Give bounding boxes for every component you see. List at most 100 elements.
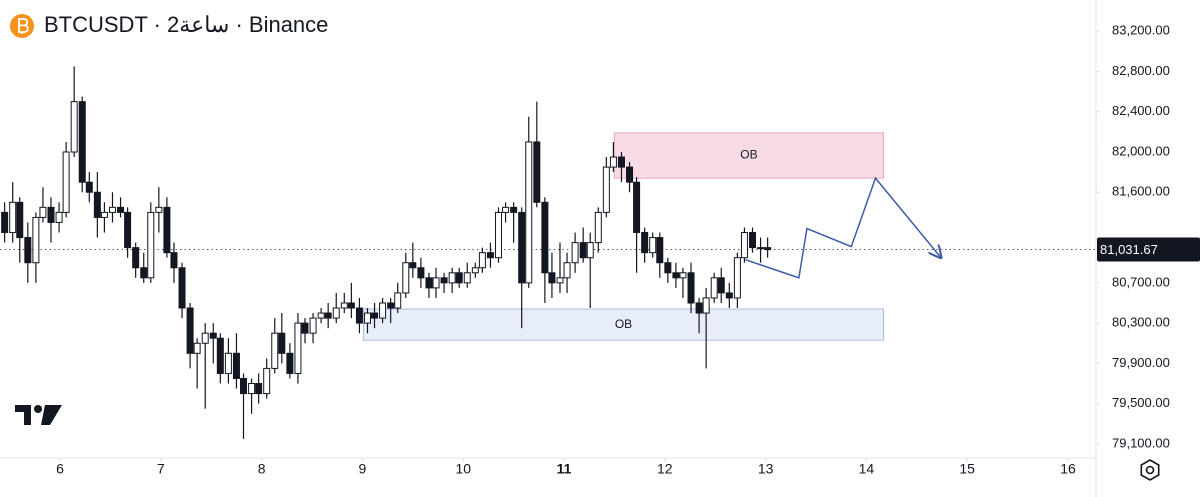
x-tick-label: 16	[1060, 461, 1076, 477]
candle-body	[301, 322, 309, 334]
candle-body	[39, 206, 47, 218]
y-tick-label: 80,700.00	[1112, 274, 1170, 289]
candle-body	[656, 237, 664, 264]
y-tick-label: 83,200.00	[1112, 23, 1170, 38]
candle-body	[278, 332, 286, 354]
candle-body	[402, 262, 410, 294]
candle-body	[409, 262, 417, 269]
candle-body	[155, 206, 163, 213]
candle-body	[147, 211, 155, 279]
candle-body	[510, 206, 518, 213]
x-tick-label: 13	[758, 461, 774, 477]
order-block	[362, 308, 885, 341]
candle-body	[425, 277, 433, 289]
symbol-icon	[10, 14, 34, 38]
candle-body	[9, 201, 17, 234]
candle-body	[417, 267, 425, 279]
candle-body	[47, 206, 55, 223]
candle-body	[440, 277, 448, 284]
candle-body	[702, 297, 710, 314]
candle-body	[55, 211, 63, 223]
candle-body	[478, 252, 486, 269]
candle-body	[193, 342, 201, 354]
candle-body	[132, 247, 140, 269]
candle-body	[24, 237, 32, 264]
candle-body	[240, 377, 248, 395]
candle-body	[710, 277, 718, 299]
candle-body	[70, 101, 78, 153]
chart-title: BTCUSDT · 2ساعة · Binance	[44, 12, 328, 37]
candle-body	[586, 242, 594, 259]
candle-body	[486, 252, 494, 259]
x-tick-label: 7	[157, 461, 165, 477]
candle-body	[687, 272, 695, 304]
y-tick-label: 82,400.00	[1112, 103, 1170, 118]
candle-body	[641, 232, 649, 254]
candle-body	[355, 307, 363, 324]
candle-body	[363, 312, 371, 324]
projection-path	[745, 176, 941, 279]
candle-body	[455, 272, 463, 284]
candle-body	[495, 211, 503, 259]
candle-body	[216, 337, 224, 374]
candle-body	[749, 232, 757, 249]
candle-body	[764, 247, 772, 251]
y-tick-label: 79,900.00	[1112, 355, 1170, 370]
candle-body	[725, 292, 733, 299]
y-tick-label: 80,300.00	[1112, 315, 1170, 330]
y-tick-label: 79,100.00	[1112, 435, 1170, 450]
candle-body	[340, 302, 348, 309]
candle-body	[471, 267, 479, 274]
candle-body	[255, 383, 263, 395]
candle-body	[347, 302, 355, 309]
candle-body	[394, 292, 402, 309]
x-tick-label: 8	[258, 461, 266, 477]
candle-body	[332, 307, 340, 319]
candle-body	[163, 206, 171, 254]
x-tick-label: 12	[657, 461, 673, 477]
candle-body	[556, 277, 564, 284]
candle-body	[679, 272, 687, 279]
settings-icon[interactable]	[1140, 459, 1160, 481]
candle-body	[294, 322, 302, 374]
candle-body	[448, 272, 456, 284]
candle-body	[201, 332, 209, 344]
candle-body	[224, 352, 232, 374]
candle-body	[124, 211, 132, 249]
order-block	[613, 132, 885, 179]
y-tick-label: 82,800.00	[1112, 63, 1170, 78]
plot-area: OB OB	[0, 66, 1096, 439]
order-block-label: OB	[740, 148, 757, 162]
candle-body	[664, 262, 672, 274]
candle-body	[117, 206, 125, 213]
candle-body	[62, 151, 70, 213]
candle-body	[286, 352, 294, 374]
candle-body	[740, 232, 748, 259]
candle-body	[32, 216, 40, 264]
candle-body	[387, 302, 395, 309]
candle-body	[309, 317, 317, 334]
candle-body	[633, 181, 641, 234]
candle-body	[533, 141, 541, 203]
candle-body	[78, 101, 86, 183]
candle-body	[548, 272, 556, 284]
candle-body	[672, 272, 680, 279]
x-tick-label: 11	[557, 461, 572, 477]
x-tick-label: 10	[455, 461, 471, 477]
candle-body	[140, 267, 148, 279]
candle-body	[248, 383, 256, 395]
candle-body	[371, 312, 379, 319]
candle-body	[271, 332, 279, 369]
candle-body	[232, 352, 240, 379]
candle-body	[563, 262, 571, 279]
candle-body	[579, 242, 587, 259]
y-tick-label: 82,000.00	[1112, 143, 1170, 158]
candle-body	[733, 257, 741, 299]
candle-body	[757, 247, 765, 250]
candle-body	[602, 166, 610, 213]
candle-body	[649, 237, 657, 254]
candle-body	[1, 211, 9, 234]
candle-body	[695, 302, 703, 314]
tradingview-logo	[15, 405, 62, 425]
